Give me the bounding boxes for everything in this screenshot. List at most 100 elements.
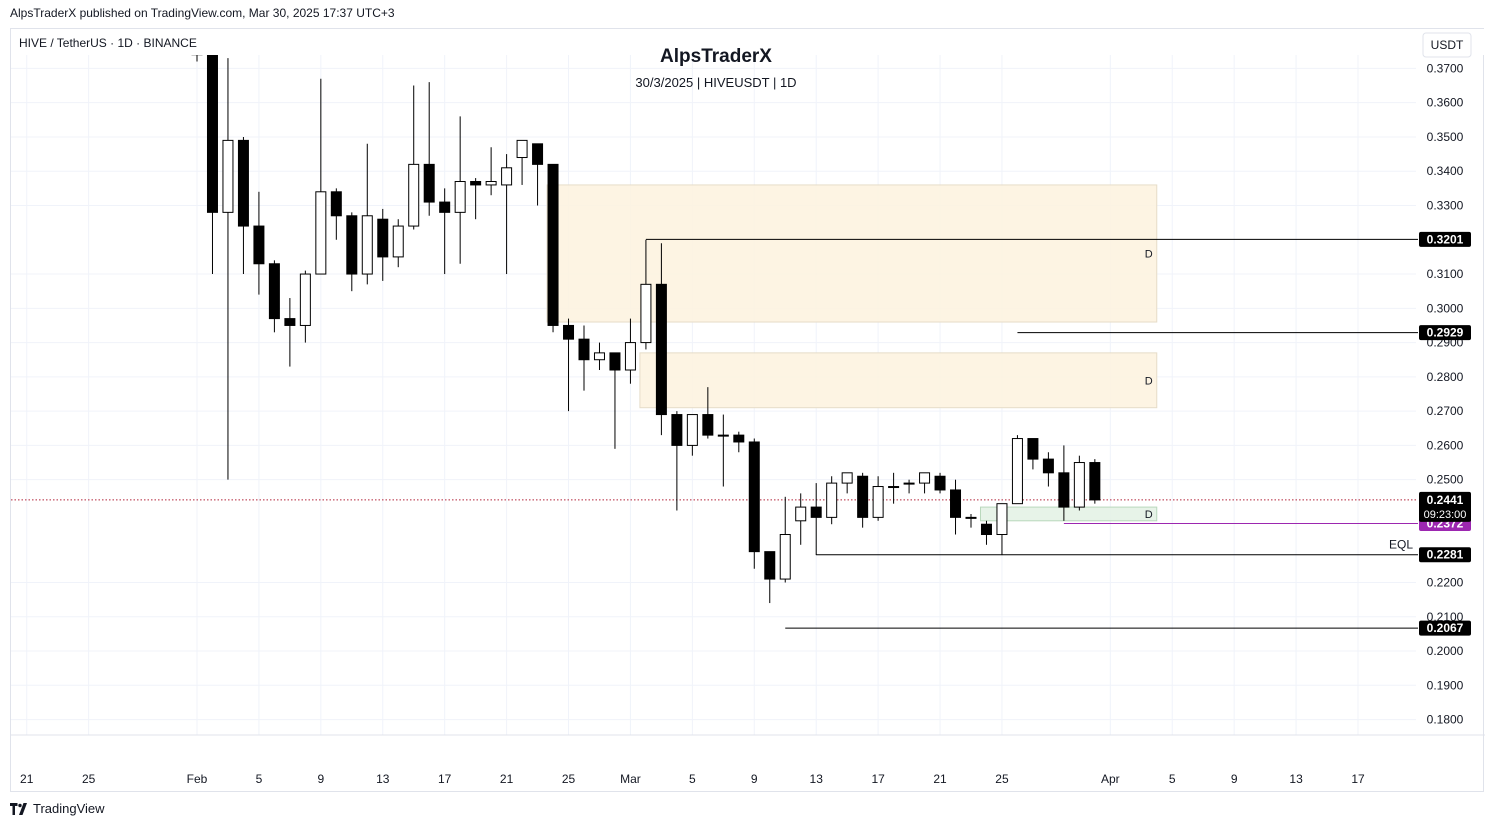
candle-bullish[interactable]: [779, 534, 791, 580]
time-tick-label: 13: [1289, 772, 1303, 786]
candle-bearish[interactable]: [1027, 438, 1039, 460]
supply-zone[interactable]: [639, 352, 1158, 409]
candle-bearish[interactable]: [857, 475, 869, 518]
candles: [191, 29, 1101, 604]
candle-bearish[interactable]: [671, 414, 683, 446]
footer-brand-label: TradingView: [33, 801, 105, 816]
symbol-line: HIVE / TetherUS · 1D · BINANCE: [19, 36, 197, 50]
candle-bullish[interactable]: [299, 273, 311, 326]
candle-bearish[interactable]: [733, 434, 745, 443]
candle-bearish[interactable]: [934, 475, 946, 491]
candle-bearish[interactable]: [470, 181, 482, 186]
candle-bearish[interactable]: [609, 352, 621, 371]
candle-bullish[interactable]: [593, 352, 605, 361]
candle-bearish[interactable]: [1058, 472, 1070, 508]
zone-label: D: [1145, 248, 1153, 260]
candle-bullish[interactable]: [315, 191, 327, 275]
level-price-label-bg: [1419, 620, 1471, 636]
candle-bullish[interactable]: [965, 516, 977, 519]
candle-bearish[interactable]: [563, 324, 575, 340]
published-line: AlpsTraderX published on TradingView.com…: [10, 6, 395, 20]
candle-bullish[interactable]: [640, 283, 652, 344]
time-tick-label: 5: [1169, 772, 1176, 786]
time-tick-label: 17: [871, 772, 885, 786]
supply-zone[interactable]: [546, 184, 1158, 323]
currency-badge[interactable]: [1422, 32, 1472, 58]
candle-bearish[interactable]: [268, 263, 280, 320]
candle-bullish[interactable]: [222, 139, 234, 213]
candle-bearish[interactable]: [748, 441, 760, 553]
candle-bullish[interactable]: [361, 215, 373, 275]
candle-bearish[interactable]: [980, 523, 992, 536]
price-tick-label: 0.3300: [1427, 199, 1464, 213]
level-price-label-bg: [1419, 325, 1471, 341]
candle-bearish[interactable]: [764, 551, 776, 580]
candle-bullish[interactable]: [1011, 438, 1023, 505]
candle-bullish[interactable]: [996, 503, 1008, 536]
candle-bearish[interactable]: [237, 139, 249, 227]
candle-bearish[interactable]: [253, 225, 265, 265]
price-tick-label: 0.2100: [1427, 610, 1464, 624]
candle-bearish[interactable]: [702, 414, 714, 436]
price-labels: 0.32010.29290.23720.22810.20670.244109:2…: [1419, 231, 1471, 636]
candle-bullish[interactable]: [485, 181, 497, 186]
candle-bearish[interactable]: [655, 283, 667, 416]
level-annotation: EQL: [1389, 538, 1413, 552]
footer-brand[interactable]: TradingView: [10, 801, 105, 816]
candle-bullish[interactable]: [624, 342, 636, 371]
candle-bearish[interactable]: [950, 489, 962, 518]
top-mask: [11, 29, 1485, 55]
chart-title: AlpsTraderX: [660, 46, 772, 67]
candle-bearish[interactable]: [206, 54, 218, 213]
candle-bearish[interactable]: [439, 201, 451, 213]
time-tick-label: 21: [500, 772, 514, 786]
time-tick-label: 9: [317, 772, 324, 786]
price-tick-label: 0.2700: [1427, 404, 1464, 418]
price-tick-label: 0.3500: [1427, 130, 1464, 144]
candle-bearish[interactable]: [1042, 458, 1054, 474]
candle-bearish[interactable]: [330, 191, 342, 217]
level-price-label: 0.2929: [1427, 326, 1464, 340]
candle-bearish[interactable]: [423, 163, 435, 203]
candle-bearish[interactable]: [346, 215, 358, 275]
candle-bearish[interactable]: [578, 338, 590, 361]
candle-bullish[interactable]: [717, 434, 729, 437]
currency-label: USDT: [1431, 38, 1464, 52]
chart-subtitle: 30/3/2025 | HIVEUSDT | 1D: [635, 75, 796, 90]
candle-bearish[interactable]: [547, 163, 559, 326]
candle-bearish[interactable]: [284, 318, 296, 326]
price-tick-label: 0.2800: [1427, 370, 1464, 384]
candle-bullish[interactable]: [408, 163, 420, 227]
candle-bullish[interactable]: [826, 482, 838, 518]
candle-bullish[interactable]: [872, 486, 884, 518]
candle-bearish[interactable]: [810, 506, 822, 518]
price-tick-label: 0.3100: [1427, 267, 1464, 281]
time-tick-label: 9: [1231, 772, 1238, 786]
candle-bullish[interactable]: [501, 167, 513, 186]
time-tick-label: 9: [751, 772, 758, 786]
candle-bullish[interactable]: [454, 181, 466, 213]
time-tick-label: Apr: [1101, 772, 1120, 786]
candle-bullish[interactable]: [903, 482, 915, 485]
candle-bullish[interactable]: [888, 486, 900, 489]
time-tick-label: Mar: [620, 772, 641, 786]
price-tick-label: 0.1900: [1427, 678, 1464, 692]
levels: EQL: [11, 238, 1418, 629]
candle-bearish[interactable]: [377, 218, 389, 258]
candle-bullish[interactable]: [795, 506, 807, 522]
candle-bearish[interactable]: [532, 143, 544, 165]
candle-bearish[interactable]: [1089, 462, 1101, 501]
candle-bullish[interactable]: [1073, 462, 1085, 508]
price-chart[interactable]: D D D EQL HIVE / TetherUS · 1D · BINANCE A…: [11, 29, 1485, 793]
candle-bullish[interactable]: [919, 472, 931, 484]
current-price-label: 0.2441: [1427, 493, 1464, 507]
candle-bullish[interactable]: [686, 414, 698, 446]
time-tick-label: 25: [562, 772, 576, 786]
chart-frame[interactable]: D D D EQL HIVE / TetherUS · 1D · BINANCE A…: [10, 28, 1485, 793]
candle-bullish[interactable]: [516, 139, 528, 159]
candle-bullish[interactable]: [392, 225, 404, 258]
zones: D D D: [546, 184, 1158, 522]
time-tick-label: 13: [810, 772, 824, 786]
price-tick-label: 0.3400: [1427, 164, 1464, 178]
candle-bullish[interactable]: [841, 472, 853, 484]
